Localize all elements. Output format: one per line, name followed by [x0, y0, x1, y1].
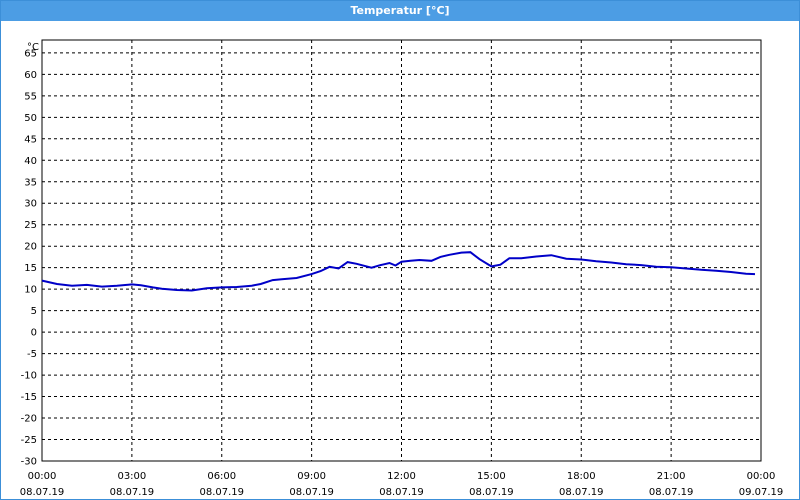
y-tick-label: -30 [21, 457, 37, 468]
y-tick-label: 5 [31, 306, 37, 317]
grid-lines [42, 40, 761, 461]
x-tick-time-label: 00:00 [747, 471, 776, 482]
y-tick-label: 55 [24, 91, 37, 102]
x-tick-date-label: 08.07.19 [110, 487, 155, 498]
x-tick-date-label: 08.07.19 [199, 487, 244, 498]
y-tick-label: 10 [24, 285, 37, 296]
plot-frame [41, 39, 762, 462]
x-tick-time-label: 03:00 [117, 471, 146, 482]
y-tick-label: 15 [24, 263, 37, 274]
y-tick-label: 0 [31, 328, 37, 339]
series-line-temperature [41, 251, 756, 292]
x-tick-time-label: 21:00 [657, 471, 686, 482]
y-tick-label: 65 [24, 48, 37, 59]
x-tick-time-label: 18:00 [567, 471, 596, 482]
y-axis-ticks: 65605550454035302520151050-5-10-15-20-25… [21, 48, 37, 467]
y-tick-label: 50 [24, 113, 37, 124]
x-tick-time-label: 12:00 [387, 471, 416, 482]
x-tick-date-label: 08.07.19 [559, 487, 604, 498]
window-title: Temperatur [°C] [1, 1, 799, 21]
y-tick-label: 25 [24, 220, 37, 231]
y-tick-label: -20 [21, 414, 37, 425]
y-tick-label: -25 [21, 435, 37, 446]
y-tick-label: 45 [24, 134, 37, 145]
x-tick-time-label: 09:00 [297, 471, 326, 482]
y-tick-label: -5 [27, 349, 37, 360]
x-tick-time-label: 06:00 [207, 471, 236, 482]
x-tick-date-label: 08.07.19 [379, 487, 424, 498]
x-tick-date-label: 08.07.19 [649, 487, 694, 498]
x-tick-time-label: 00:00 [28, 471, 57, 482]
y-tick-label: 40 [24, 156, 37, 167]
temperature-line-chart: 65605550454035302520151050-5-10-15-20-25… [20, 39, 784, 498]
y-tick-label: 20 [24, 242, 37, 253]
y-tick-label: 60 [24, 70, 37, 81]
y-tick-label: 30 [24, 199, 37, 210]
x-tick-time-label: 15:00 [477, 471, 506, 482]
x-tick-date-label: 08.07.19 [469, 487, 514, 498]
x-tick-date-label: 08.07.19 [20, 487, 65, 498]
y-tick-label: -10 [21, 371, 37, 382]
x-tick-date-label: 08.07.19 [289, 487, 334, 498]
y-axis-unit-label: °C [27, 42, 39, 53]
x-axis-ticks: 00:00 08.07.19 03:00 08.07.19 06:00 08.07.19 0… [20, 471, 784, 498]
y-tick-label: 35 [24, 177, 37, 188]
x-tick-date-label: 09.07.19 [739, 487, 784, 498]
y-tick-label: -15 [21, 392, 37, 403]
